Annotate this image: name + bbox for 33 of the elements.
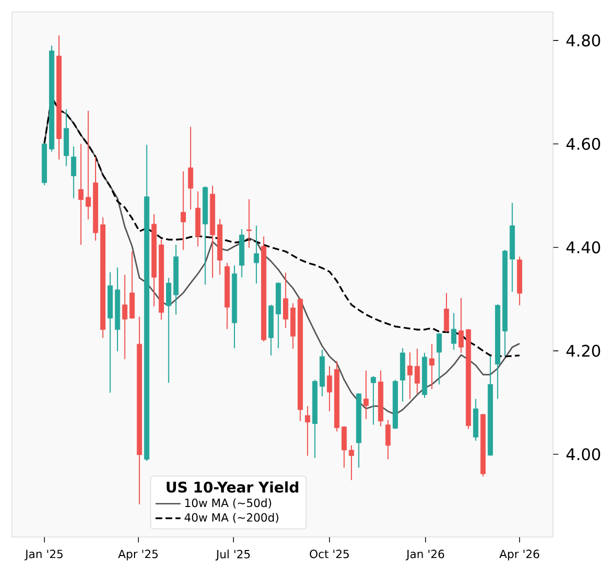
x-tick-label: Oct '25 — [310, 550, 349, 558]
candlestick — [254, 225, 259, 284]
y-tick-label: 4.20 — [566, 344, 600, 357]
candlestick — [444, 292, 450, 333]
candlestick — [407, 352, 413, 400]
candlestick — [326, 366, 332, 412]
candlestick — [304, 406, 310, 456]
candlestick — [370, 376, 376, 426]
candlestick — [385, 420, 391, 460]
x-tick-label: Apr '25 — [118, 550, 158, 560]
candlestick — [246, 198, 252, 248]
candlestick — [451, 312, 456, 350]
legend-title: US 10-Year Yield — [166, 481, 298, 493]
candlestick — [180, 170, 186, 250]
y-tick-label: 4.60 — [566, 138, 600, 150]
x-tick-label: Jan '25 — [24, 550, 63, 560]
y-tick-label: 4.00 — [566, 448, 600, 460]
candlestick — [78, 143, 84, 246]
legend-label: 10w MA (~50d) — [185, 498, 272, 508]
x-tick-label: Apr '26 — [499, 550, 540, 560]
y-tick-label: 4.40 — [566, 241, 600, 254]
y-tick-label: 4.80 — [566, 34, 600, 46]
candlestick — [122, 274, 128, 360]
candlestick — [71, 146, 76, 199]
candlestick — [429, 344, 434, 390]
x-tick-label: Jul '25 — [215, 550, 250, 561]
legend-label: 40w MA (~200d) — [184, 512, 278, 524]
candlestick — [363, 370, 369, 420]
candlestick — [86, 110, 91, 220]
candlestick — [414, 348, 420, 394]
candlestick — [436, 332, 442, 385]
x-tick-label: Jan '26 — [406, 550, 444, 560]
candlestick — [188, 126, 194, 210]
